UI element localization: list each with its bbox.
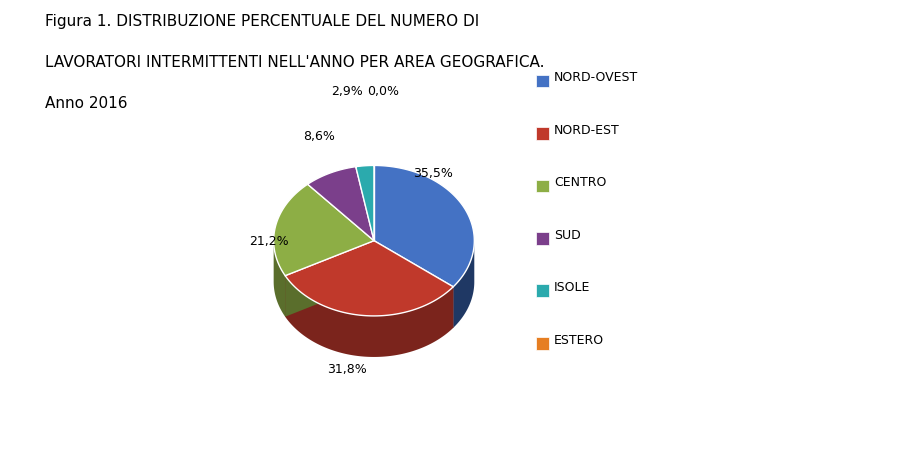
Polygon shape — [285, 241, 373, 317]
Polygon shape — [355, 166, 373, 241]
Text: 8,6%: 8,6% — [303, 130, 335, 143]
Text: 2,9%: 2,9% — [330, 85, 362, 97]
FancyBboxPatch shape — [535, 76, 548, 88]
Text: LAVORATORI INTERMITTENTI NELL'ANNO PER AREA GEOGRAFICA.: LAVORATORI INTERMITTENTI NELL'ANNO PER A… — [45, 55, 544, 70]
FancyBboxPatch shape — [535, 233, 548, 245]
FancyBboxPatch shape — [535, 180, 548, 193]
FancyBboxPatch shape — [535, 128, 548, 141]
Text: Figura 1. DISTRIBUZIONE PERCENTUALE DEL NUMERO DI: Figura 1. DISTRIBUZIONE PERCENTUALE DEL … — [45, 14, 479, 29]
FancyBboxPatch shape — [535, 337, 548, 350]
FancyBboxPatch shape — [535, 285, 548, 298]
Text: ISOLE: ISOLE — [554, 281, 590, 293]
Polygon shape — [373, 241, 453, 328]
Text: CENTRO: CENTRO — [554, 176, 606, 189]
Polygon shape — [453, 242, 474, 328]
Text: Anno 2016: Anno 2016 — [45, 96, 127, 111]
Text: ESTERO: ESTERO — [554, 333, 603, 346]
Text: 35,5%: 35,5% — [413, 167, 453, 179]
Text: 0,0%: 0,0% — [367, 85, 399, 97]
Polygon shape — [373, 166, 474, 287]
Polygon shape — [273, 185, 373, 276]
Polygon shape — [285, 276, 453, 357]
Text: NORD-OVEST: NORD-OVEST — [554, 71, 638, 84]
Text: NORD-EST: NORD-EST — [554, 124, 619, 136]
Polygon shape — [285, 241, 453, 316]
Polygon shape — [373, 241, 453, 328]
Polygon shape — [273, 241, 285, 317]
Polygon shape — [285, 241, 373, 317]
Text: 31,8%: 31,8% — [327, 362, 366, 375]
Text: 21,2%: 21,2% — [249, 235, 289, 248]
Text: SUD: SUD — [554, 228, 580, 241]
Polygon shape — [308, 167, 373, 241]
